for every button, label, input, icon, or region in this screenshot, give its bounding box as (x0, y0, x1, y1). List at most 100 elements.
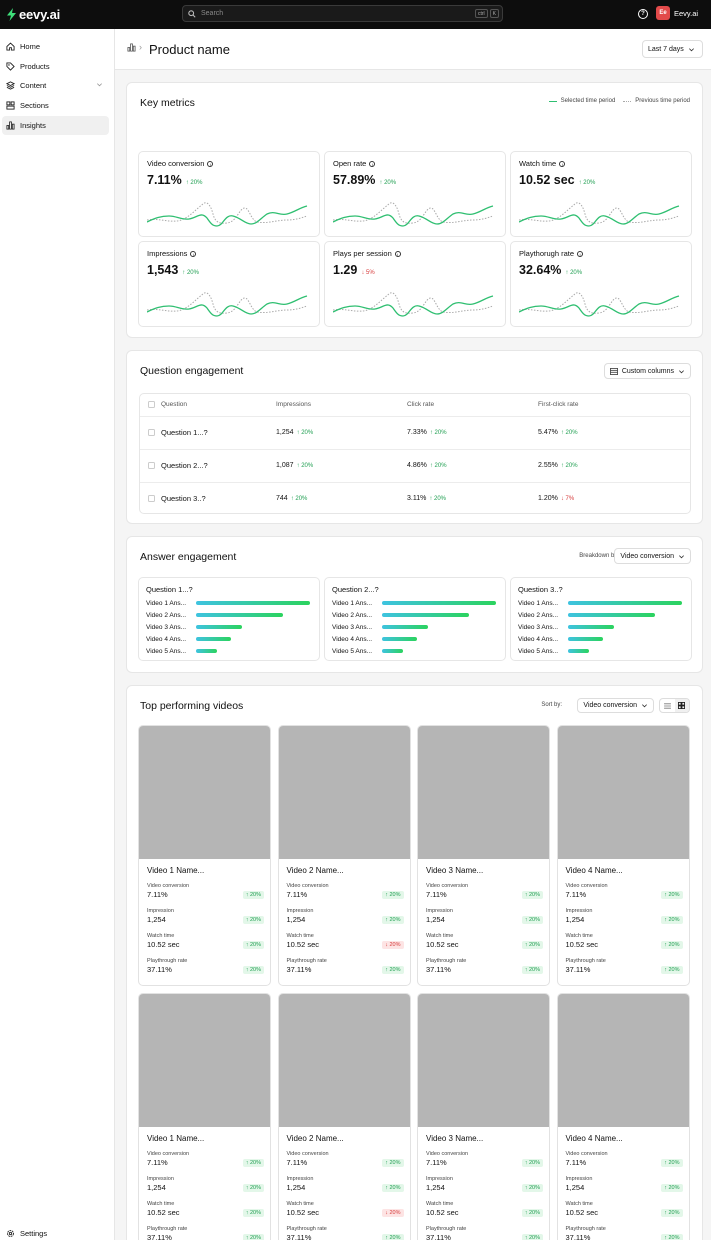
sidebar-item-insights[interactable]: Insights (2, 116, 109, 135)
video-thumbnail[interactable] (557, 726, 689, 859)
column-header-impressions[interactable]: Impressions (276, 401, 312, 408)
sidebar-item-products[interactable]: Products (2, 57, 109, 76)
video-stat-label: Watch time (286, 933, 314, 939)
video-stat-delta: ↑ 20% (242, 1159, 264, 1167)
answer-row[interactable]: Video 3 Ans... (332, 622, 502, 632)
answer-row[interactable]: Video 2 Ans... (332, 610, 502, 620)
answer-row[interactable]: Video 2 Ans... (146, 610, 316, 620)
video-card[interactable]: Video 4 Name... Video conversion 7.11% ↑ 20… (556, 993, 690, 1240)
answer-row[interactable]: Video 4 Ans... (518, 634, 688, 644)
video-stat: Watch time 10.52 sec ↑ 20% (147, 933, 264, 949)
user-menu[interactable]: Ee Eevy.ai (656, 6, 698, 20)
info-icon[interactable]: i (190, 250, 197, 257)
video-thumbnail[interactable] (139, 994, 270, 1127)
legend-previous-swatch (623, 100, 632, 102)
list-icon (663, 702, 671, 709)
video-thumbnail[interactable] (139, 726, 270, 859)
answer-row[interactable]: Video 2 Ans... (518, 610, 688, 620)
list-view-button[interactable] (660, 699, 675, 712)
video-stat-delta: ↑ 20% (661, 966, 683, 974)
metric-delta: ↑ 20% (379, 180, 397, 186)
video-thumbnail[interactable] (278, 994, 410, 1127)
answer-row[interactable]: Video 5 Ans... (146, 646, 316, 656)
search-input[interactable]: Search ctrl K (182, 5, 503, 22)
video-stat-value: 10.52 sec (426, 940, 459, 949)
video-stat: Playthrough rate 37.11% ↑ 20% (426, 1226, 543, 1240)
metric-card[interactable]: Watch time i 10.52 sec ↑ 20% (510, 151, 692, 237)
sort-select[interactable]: Video conversion (577, 698, 654, 713)
info-icon[interactable]: i (369, 160, 376, 167)
metric-value-row: 32.64% ↑ 20% (519, 263, 582, 277)
column-header-click-rate[interactable]: Click rate (407, 401, 435, 408)
video-stat-label: Video conversion (147, 1151, 190, 1157)
answer-row[interactable]: Video 1 Ans... (146, 598, 316, 608)
metric-card[interactable]: Open rate i 57.89% ↑ 20% (324, 151, 506, 237)
info-icon[interactable]: i (559, 160, 566, 167)
select-all-checkbox[interactable] (148, 401, 155, 408)
video-stat-value: 37.11% (426, 965, 451, 974)
answer-bar (196, 625, 242, 629)
video-stat: Impression 1,254 ↑ 20% (566, 908, 683, 924)
metric-label-text: Impressions (147, 249, 188, 258)
sidebar-item-sections[interactable]: Sections (2, 96, 109, 115)
sidebar-item-settings[interactable]: Settings (2, 1224, 109, 1240)
column-header-question[interactable]: Question (161, 401, 188, 408)
impressions-delta: ↑ 20% (296, 463, 314, 469)
video-thumbnail[interactable] (557, 994, 689, 1127)
breakdown-value: Video conversion (620, 552, 674, 560)
info-icon[interactable]: i (394, 250, 401, 257)
video-card[interactable]: Video 3 Name... Video conversion 7.11% ↑ 20… (417, 725, 550, 986)
info-icon[interactable]: i (577, 250, 584, 257)
answer-row[interactable]: Video 3 Ans... (518, 622, 688, 632)
answer-label: Video 5 Ans... (146, 647, 186, 655)
answer-row[interactable]: Video 3 Ans... (146, 622, 316, 632)
answer-row[interactable]: Video 5 Ans... (518, 646, 688, 656)
metric-card[interactable]: Video conversion i 7.11% ↑ 20% (138, 151, 320, 237)
breakdown-select[interactable]: Video conversion (614, 548, 691, 564)
answer-row[interactable]: Video 5 Ans... (332, 646, 502, 656)
custom-columns-button[interactable]: Custom columns (603, 363, 691, 379)
video-stat-value: 7.11% (147, 1158, 168, 1167)
video-name: Video 1 Name... (147, 1134, 205, 1143)
answer-group-title: Question 3..? (518, 585, 563, 594)
metric-card[interactable]: Impressions i 1,543 ↑ 20% (138, 241, 320, 327)
metric-sparkline (519, 292, 680, 317)
row-checkbox[interactable] (148, 462, 155, 469)
metric-card[interactable]: Plays per session i 1.29 ↓ 5% (324, 241, 506, 327)
video-stat-delta: ↑ 20% (521, 1159, 543, 1167)
answer-row[interactable]: Video 1 Ans... (332, 598, 502, 608)
table-row[interactable]: Question 3..? 744 ↑ 20% 3.11% ↑ 20% 1.20% ↓ 7% (140, 482, 690, 515)
answer-row[interactable]: Video 4 Ans... (332, 634, 502, 644)
video-thumbnail[interactable] (418, 994, 549, 1127)
sidebar-item-home[interactable]: Home (2, 37, 109, 56)
date-range-select[interactable]: Last 7 days (642, 40, 703, 58)
video-card[interactable]: Video 1 Name... Video conversion 7.11% ↑ 20… (138, 993, 271, 1240)
row-checkbox[interactable] (148, 429, 155, 436)
help-icon[interactable]: ? (638, 9, 648, 19)
video-name: Video 1 Name... (147, 866, 205, 875)
video-card[interactable]: Video 4 Name... Video conversion 7.11% ↑ 20… (556, 725, 690, 986)
info-icon[interactable]: i (207, 160, 214, 167)
video-card[interactable]: Video 2 Name... Video conversion 7.11% ↑ 20… (277, 993, 411, 1240)
sidebar-item-content[interactable]: Content (2, 76, 109, 95)
metric-card[interactable]: Playthorugh rate i 32.64% ↑ 20% (510, 241, 692, 327)
table-row[interactable]: Question 2...? 1,087 ↑ 20% 4.86% ↑ 20% 2.55% ↑… (140, 449, 690, 482)
page-title: Product name (149, 42, 230, 57)
row-checkbox[interactable] (148, 495, 155, 502)
answer-label: Video 5 Ans... (332, 647, 372, 655)
video-card[interactable]: Video 1 Name... Video conversion 7.11% ↑ 20… (138, 725, 271, 986)
answer-row[interactable]: Video 4 Ans... (146, 634, 316, 644)
grid-view-button[interactable] (674, 699, 689, 712)
date-range-value: Last 7 days (648, 45, 684, 53)
question-table: Question Impressions Click rate First-cl… (139, 393, 691, 514)
column-header-first-click-rate[interactable]: First-click rate (538, 401, 579, 408)
video-thumbnail[interactable] (418, 726, 549, 859)
table-row[interactable]: Question 1...? 1,254 ↑ 20% 7.33% ↑ 20% 5.47% ↑… (140, 416, 690, 449)
answer-row[interactable]: Video 1 Ans... (518, 598, 688, 608)
video-card[interactable]: Video 2 Name... Video conversion 7.11% ↑ 20… (277, 725, 411, 986)
answer-bar (196, 613, 283, 617)
brand-logo[interactable]: eevy.ai (7, 7, 60, 22)
video-thumbnail[interactable] (278, 726, 410, 859)
video-card[interactable]: Video 3 Name... Video conversion 7.11% ↑ 20… (417, 993, 550, 1240)
question-cell: Question 2...? (161, 461, 208, 470)
